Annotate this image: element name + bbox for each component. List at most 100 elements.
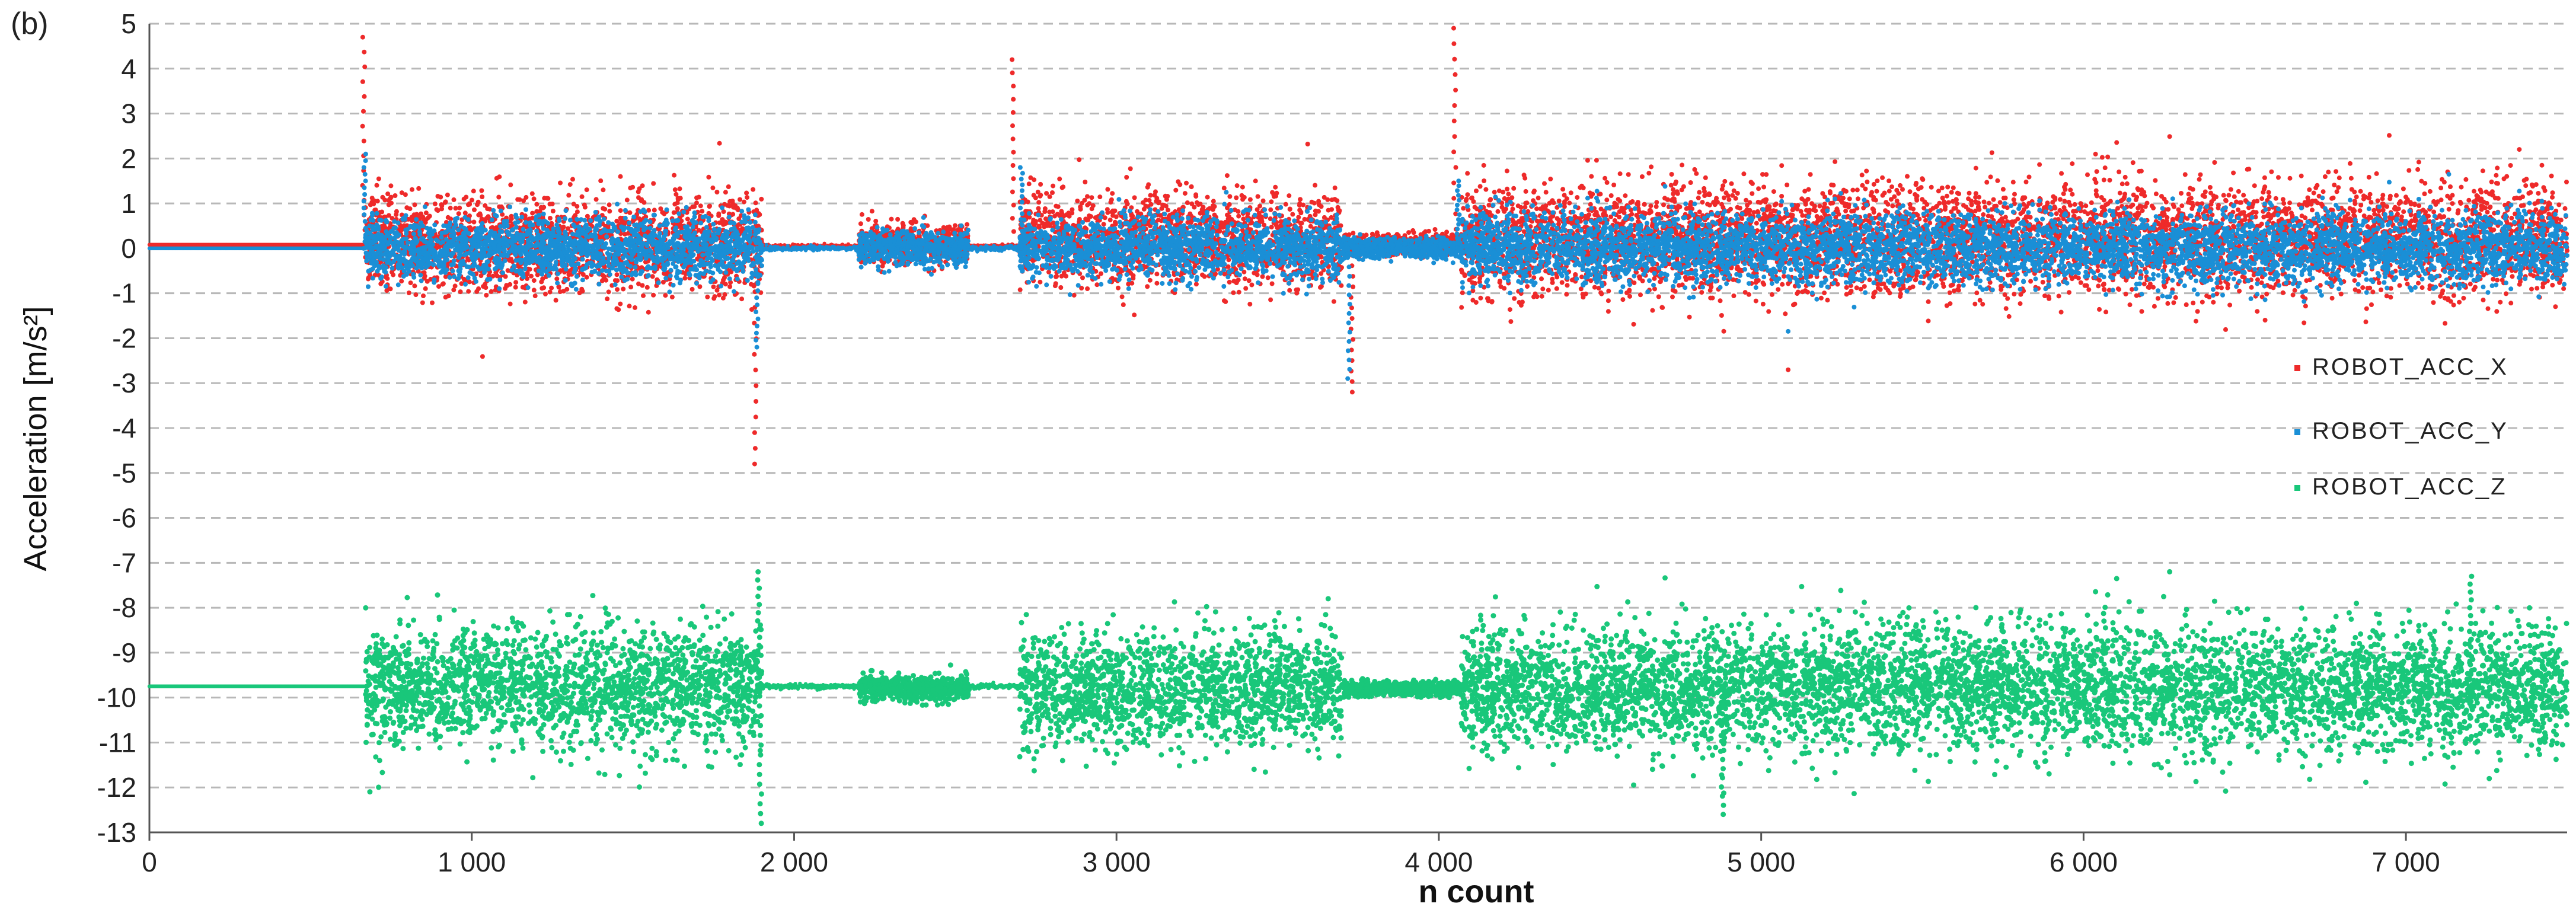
data-point <box>499 705 505 710</box>
data-point <box>507 686 513 691</box>
data-point <box>583 655 589 660</box>
data-point <box>1094 628 1099 633</box>
data-point <box>609 735 615 740</box>
data-point <box>1317 704 1323 709</box>
data-point <box>1080 630 1085 636</box>
data-point <box>1333 726 1338 731</box>
data-point <box>433 632 438 637</box>
data-point <box>612 636 617 641</box>
data-point <box>1293 730 1298 736</box>
data-point <box>461 633 466 639</box>
data-point <box>872 685 877 691</box>
data-point <box>599 748 605 753</box>
data-point <box>547 608 553 614</box>
data-point <box>740 662 745 667</box>
data-point <box>736 670 741 675</box>
data-point <box>480 716 485 722</box>
data-point <box>1180 750 1185 755</box>
data-point <box>1156 677 1161 682</box>
data-point <box>593 732 599 738</box>
data-point <box>634 669 640 674</box>
data-point <box>650 631 656 637</box>
data-point <box>382 730 388 735</box>
data-point <box>625 703 630 708</box>
data-point <box>1211 630 1217 636</box>
data-point <box>561 730 567 736</box>
data-point <box>701 700 707 706</box>
data-point <box>575 622 580 627</box>
data-point <box>461 668 467 673</box>
data-point <box>1213 698 1218 703</box>
data-point <box>624 727 629 733</box>
data-point <box>1269 664 1275 669</box>
data-point <box>1145 743 1150 748</box>
data-point <box>704 711 709 716</box>
data-point <box>957 678 963 683</box>
data-point <box>450 710 455 716</box>
data-point <box>665 699 671 704</box>
data-point <box>646 730 651 735</box>
data-point <box>514 688 519 694</box>
data-point <box>446 695 451 700</box>
data-point <box>466 722 471 727</box>
data-point <box>740 692 745 697</box>
data-point <box>1332 676 1337 682</box>
data-point <box>621 629 627 634</box>
data-point <box>637 784 642 790</box>
data-point <box>378 734 384 739</box>
data-point <box>460 730 465 735</box>
data-point <box>456 667 461 672</box>
data-point <box>621 722 626 727</box>
data-point <box>497 671 503 676</box>
data-point <box>510 749 516 754</box>
data-point <box>1193 631 1199 636</box>
data-point <box>564 665 570 670</box>
data-point <box>1078 621 1084 626</box>
data-point <box>477 679 482 685</box>
data-point <box>1127 661 1132 666</box>
data-point <box>948 662 953 668</box>
data-point <box>584 660 589 666</box>
data-point <box>366 682 371 688</box>
data-point <box>1303 732 1308 737</box>
data-point <box>691 644 697 649</box>
data-point <box>1047 642 1052 647</box>
data-point <box>543 637 548 642</box>
data-point <box>1131 732 1136 738</box>
data-point <box>615 684 621 689</box>
data-point <box>699 655 704 660</box>
data-point <box>1105 751 1110 756</box>
data-point <box>1260 737 1265 742</box>
data-point <box>683 659 688 664</box>
data-point <box>704 656 710 661</box>
data-point <box>723 671 728 676</box>
data-point <box>549 659 554 665</box>
data-point <box>663 668 668 673</box>
data-point <box>688 621 694 627</box>
data-point <box>496 699 501 704</box>
data-point <box>649 746 655 751</box>
data-point <box>534 665 540 670</box>
data-point <box>450 642 455 647</box>
data-point <box>1068 710 1073 716</box>
data-point <box>424 692 429 698</box>
data-point <box>605 732 610 737</box>
data-point <box>1121 717 1126 722</box>
data-point <box>443 689 449 695</box>
data-point <box>535 630 541 635</box>
data-point <box>690 675 695 681</box>
data-point <box>574 709 579 714</box>
data-point <box>486 690 491 695</box>
data-point <box>1071 679 1077 684</box>
data-point <box>1072 708 1077 713</box>
data-point <box>1104 705 1109 710</box>
data-point <box>690 721 695 726</box>
data-point <box>476 665 481 670</box>
data-point <box>363 659 369 665</box>
data-point <box>949 684 955 689</box>
data-point <box>1056 724 1061 730</box>
data-point <box>858 690 863 695</box>
data-point <box>1189 656 1195 661</box>
data-point <box>567 740 572 745</box>
data-point <box>1316 755 1321 761</box>
